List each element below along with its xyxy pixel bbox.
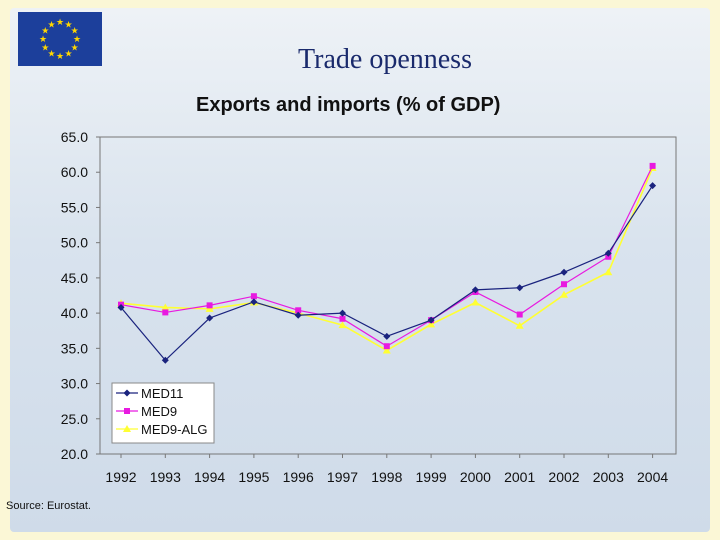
data-point [161, 303, 170, 311]
series-med9-alg [117, 163, 657, 354]
y-tick-label: 30.0 [61, 376, 88, 392]
x-tick-label: 1992 [105, 469, 136, 485]
x-axis: 1992 1993 1994 1995 1996 1997 1998 1999 2000 2001… [105, 454, 668, 485]
series-layer [117, 162, 657, 364]
x-tick-label: 1994 [194, 469, 225, 485]
legend-swatch-marker [124, 408, 130, 414]
data-point [515, 321, 524, 329]
data-point [206, 302, 213, 309]
legend-label: MED11 [141, 386, 183, 401]
data-point [516, 284, 524, 292]
source-note: Source: Eurostat. [6, 500, 91, 512]
series-line [120, 167, 654, 352]
data-point [471, 298, 480, 306]
x-tick-label: 1998 [371, 469, 402, 485]
y-tick-label: 50.0 [61, 235, 88, 251]
legend-entry: MED9-ALG [116, 422, 207, 437]
data-point [250, 293, 257, 300]
data-point [560, 268, 568, 276]
data-point [382, 346, 391, 354]
data-point [117, 303, 125, 311]
data-point [338, 321, 347, 329]
slide-background [10, 8, 710, 532]
data-point [560, 290, 568, 298]
svg-text:★: ★ [47, 20, 55, 30]
svg-text:★: ★ [56, 52, 64, 62]
x-tick-label: 2003 [593, 469, 624, 485]
svg-text:★: ★ [64, 20, 72, 30]
y-tick-label: 55.0 [61, 199, 88, 215]
svg-text:★: ★ [47, 50, 55, 60]
svg-text:★: ★ [64, 50, 72, 60]
data-point [649, 162, 656, 169]
svg-text:★: ★ [41, 44, 49, 54]
data-point [206, 314, 214, 322]
data-point [561, 281, 567, 288]
data-point [339, 309, 346, 317]
slide-title: Trade openness [298, 44, 472, 75]
data-point [294, 311, 302, 319]
series-med9 [118, 162, 656, 350]
data-point [604, 268, 613, 276]
y-tick-label: 35.0 [61, 340, 88, 356]
series-line [120, 165, 654, 347]
data-point [427, 316, 435, 324]
y-tick-label: 65.0 [61, 129, 88, 145]
x-tick-label: 2004 [637, 469, 668, 485]
svg-text:★: ★ [73, 35, 81, 45]
x-tick-label: 1995 [238, 469, 269, 485]
y-tick-label: 60.0 [61, 164, 88, 180]
data-point [383, 332, 391, 340]
data-point [205, 304, 214, 312]
data-point [427, 320, 436, 328]
legend-swatch-marker [123, 425, 131, 432]
svg-text:★: ★ [71, 44, 79, 54]
legend-entry: MED9 [116, 404, 177, 419]
svg-text:★: ★ [41, 27, 49, 37]
x-tick-label: 1997 [327, 469, 358, 485]
chart-title: Exports and imports (% of GDP) [196, 94, 501, 116]
data-point [649, 182, 657, 190]
svg-text:★: ★ [56, 18, 64, 28]
x-tick-label: 2001 [504, 469, 535, 485]
data-point [162, 309, 169, 316]
data-point [605, 253, 612, 260]
data-point [295, 307, 302, 314]
data-point [516, 311, 523, 318]
svg-text:★: ★ [71, 27, 79, 37]
legend-entry: MED11 [116, 386, 183, 401]
plot-area [99, 136, 677, 455]
data-point [383, 343, 390, 350]
y-tick-label: 40.0 [61, 305, 88, 321]
eu-flag-icon: ★ ★ ★ ★ ★ ★ ★ ★ ★ ★ ★ ★ [18, 12, 102, 66]
legend: MED11 MED9 MED9-ALG [111, 382, 215, 444]
y-tick-label: 25.0 [61, 411, 88, 427]
legend-swatch-marker [123, 389, 131, 397]
y-tick-label: 20.0 [61, 446, 88, 462]
y-tick-label: 45.0 [61, 270, 88, 286]
svg-text:★: ★ [39, 35, 47, 45]
y-axis: 20.0 25.0 30.0 35.0 40.0 45.0 50.0 55.0 60.0 65.0 [61, 129, 100, 462]
x-tick-label: 1999 [416, 469, 447, 485]
legend-label: MED9-ALG [141, 422, 207, 437]
data-point [250, 298, 258, 306]
series-med11 [117, 182, 657, 364]
data-point [604, 249, 612, 257]
data-point [339, 315, 346, 322]
x-tick-label: 1993 [150, 469, 181, 485]
data-point [161, 356, 169, 364]
x-tick-label: 2002 [548, 469, 579, 485]
x-tick-label: 1996 [283, 469, 314, 485]
legend-label: MED9 [141, 404, 177, 419]
data-point [471, 286, 479, 294]
x-tick-label: 2000 [460, 469, 491, 485]
